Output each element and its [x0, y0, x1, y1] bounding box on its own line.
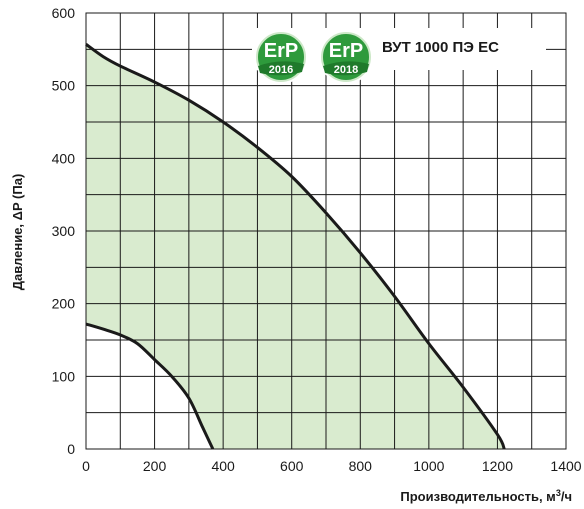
- title-badge-panel: ErP 2016 ErP 2018 ВУТ 1000 ПЭ ЕС: [252, 28, 546, 84]
- operating-range-area: [86, 44, 505, 449]
- chart-grid: [86, 13, 566, 449]
- y-tick-label: 400: [52, 150, 76, 166]
- y-tick-label: 200: [52, 296, 76, 312]
- model-title: ВУТ 1000 ПЭ ЕС: [382, 39, 499, 56]
- x-tick-label: 200: [143, 458, 167, 474]
- x-tick-label: 400: [211, 458, 235, 474]
- x-tick-label: 1400: [550, 458, 581, 474]
- svg-text:ErP: ErP: [329, 40, 363, 62]
- x-tick-label: 800: [349, 458, 373, 474]
- plot-frame: [85, 12, 567, 450]
- max-curve: [85, 43, 506, 450]
- x-tick-labels: 0 200 400 600 800 1000 1200 1400: [82, 458, 582, 474]
- x-tick-label: 1000: [413, 458, 444, 474]
- y-axis-title: Давление, ΔP (Па): [10, 174, 25, 291]
- svg-text:2018: 2018: [334, 64, 358, 76]
- erp-2018-badge: ErP 2018: [319, 30, 373, 84]
- x-tick-label: 0: [82, 458, 90, 474]
- min-curve: [85, 322, 215, 450]
- y-tick-labels: 0 100 200 300 400 500 600: [52, 5, 76, 457]
- erp-2016-badge: ErP 2016: [254, 30, 308, 84]
- y-tick-label: 100: [52, 368, 76, 384]
- x-axis-title: Производительность, м3/ч: [400, 488, 572, 504]
- x-tick-label: 1200: [482, 458, 513, 474]
- y-tick-label: 600: [52, 5, 76, 21]
- svg-text:ErP: ErP: [264, 40, 298, 62]
- y-tick-label: 0: [67, 441, 75, 457]
- svg-text:2016: 2016: [269, 64, 293, 76]
- y-tick-label: 500: [52, 78, 76, 94]
- x-tick-label: 600: [280, 458, 304, 474]
- y-tick-label: 300: [52, 223, 76, 239]
